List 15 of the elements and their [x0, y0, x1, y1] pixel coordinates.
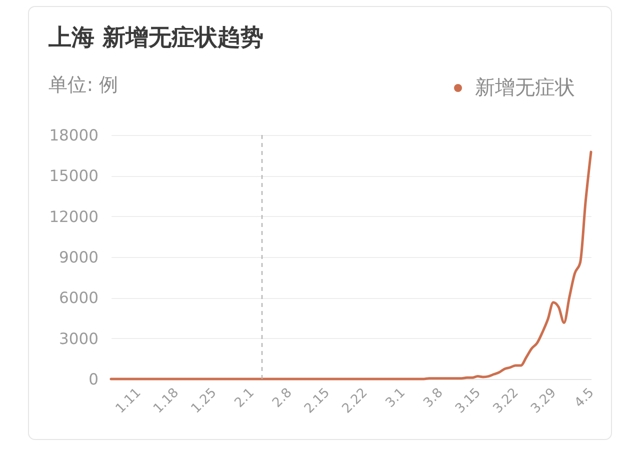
x-tick-label: 2.8: [270, 386, 296, 411]
x-tick-label: 2.1: [232, 386, 258, 411]
y-tick-label: 18000: [49, 126, 98, 144]
y-tick-label: 12000: [49, 208, 98, 226]
y-tick-label: 0: [88, 370, 98, 388]
chart-subtitle: 单位: 例: [48, 74, 118, 96]
y-tick-label: 9000: [59, 248, 98, 266]
legend-label: 新增无症状: [475, 75, 575, 99]
x-tick-label: 3.8: [420, 386, 446, 411]
x-tick-label: 4.5: [572, 386, 598, 411]
y-tick-label: 15000: [49, 167, 98, 186]
y-tick-label: 6000: [59, 289, 98, 308]
x-tick-label: 3.1: [383, 386, 408, 411]
chart-title: 上海 新增无症状趋势: [48, 24, 264, 51]
y-tick-label: 3000: [59, 330, 98, 348]
